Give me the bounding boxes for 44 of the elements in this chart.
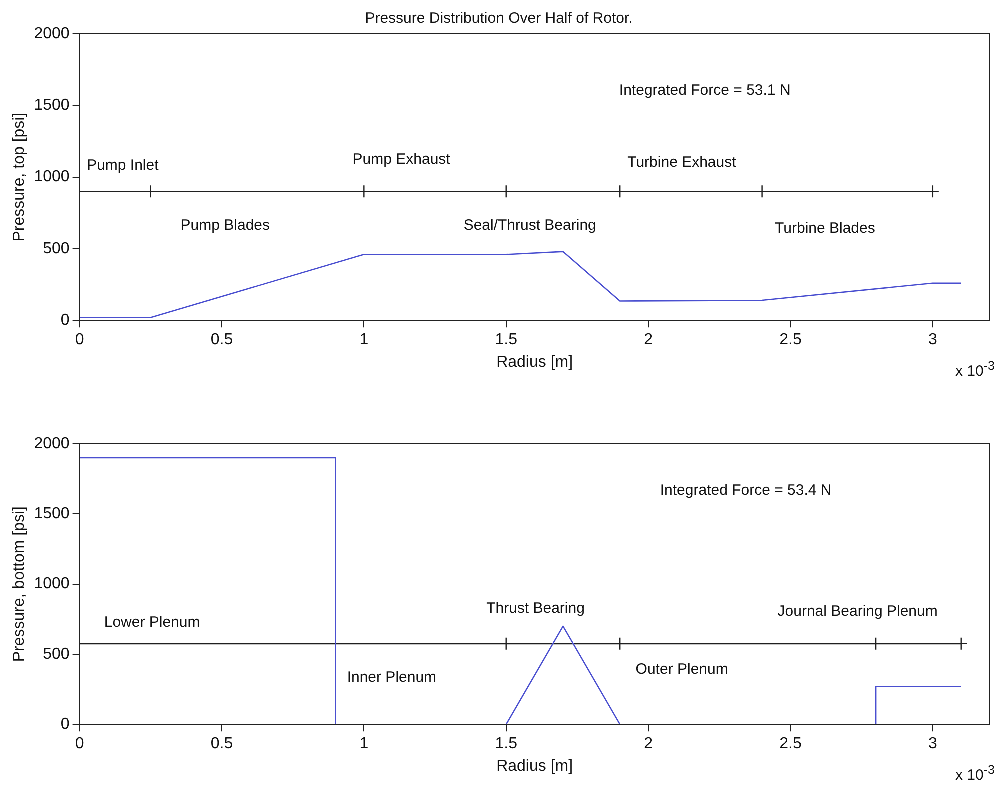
annotation: Journal Bearing Plenum — [778, 602, 938, 620]
annotation: Turbine Blades — [775, 220, 876, 237]
annotation: Seal/Thrust Bearing — [464, 217, 596, 234]
y-axis-title: Pressure, bottom [psi] — [11, 506, 28, 662]
x-tick-label: 0.5 — [210, 332, 234, 349]
y-tick-label: 0 — [60, 716, 70, 734]
annotation: Pump Inlet — [87, 156, 159, 174]
y-tick-label: 500 — [43, 240, 70, 258]
x-tick-label: 1 — [360, 736, 369, 753]
annotation: Pump Blades — [180, 217, 270, 234]
annotation: Thrust Bearing — [486, 600, 585, 617]
x-tick-label: 0.5 — [210, 736, 234, 753]
text: x 10$^{-3}$ — [956, 762, 995, 784]
y-tick-label: 1500 — [34, 97, 70, 114]
x-axis-title: Radius [m] — [496, 354, 574, 371]
y-tick-label: 1000 — [34, 576, 70, 593]
annotation: Pump Exhaust — [352, 151, 450, 168]
annotation: Integrated Force = 53.1 N — [619, 82, 791, 100]
chart-title: Pressure Distribution Over Half of Rotor. — [365, 10, 633, 28]
annotation: Outer Plenum — [636, 660, 728, 678]
x-tick-label: 3 — [928, 332, 938, 349]
y-tick-label: 500 — [43, 646, 70, 663]
y-tick-label: 1000 — [34, 168, 70, 186]
y-tick-label: 1500 — [34, 506, 70, 523]
y-tick-label: 2000 — [34, 25, 70, 42]
y-tick-label: 2000 — [34, 435, 70, 452]
x-tick-label: 3 — [928, 736, 938, 753]
annotation: Integrated Force = 53.4 N — [660, 482, 832, 499]
x-axis-title: Radius [m] — [496, 758, 574, 775]
x-tick-label: 1 — [360, 332, 369, 349]
x-tick-label: 2.5 — [780, 736, 802, 753]
x-tick-label: 2 — [644, 736, 654, 753]
annotation: Turbine Exhaust — [628, 154, 736, 171]
y-tick-label: 0 — [60, 312, 70, 330]
y-axis-title: Pressure, top [psi] — [11, 112, 28, 242]
x-tick-label: 0 — [75, 736, 84, 753]
x-tick-label: 1.5 — [495, 332, 518, 349]
x-tick-label: 1.5 — [495, 736, 518, 753]
x-tick-label: 2 — [644, 332, 654, 349]
annotation: Lower Plenum — [104, 614, 200, 632]
x-tick-label: 2.5 — [780, 332, 802, 349]
text: x 10$^{-3}$ — [956, 358, 995, 380]
annotation: Inner Plenum — [347, 668, 437, 686]
x-tick-label: 0 — [75, 332, 84, 349]
